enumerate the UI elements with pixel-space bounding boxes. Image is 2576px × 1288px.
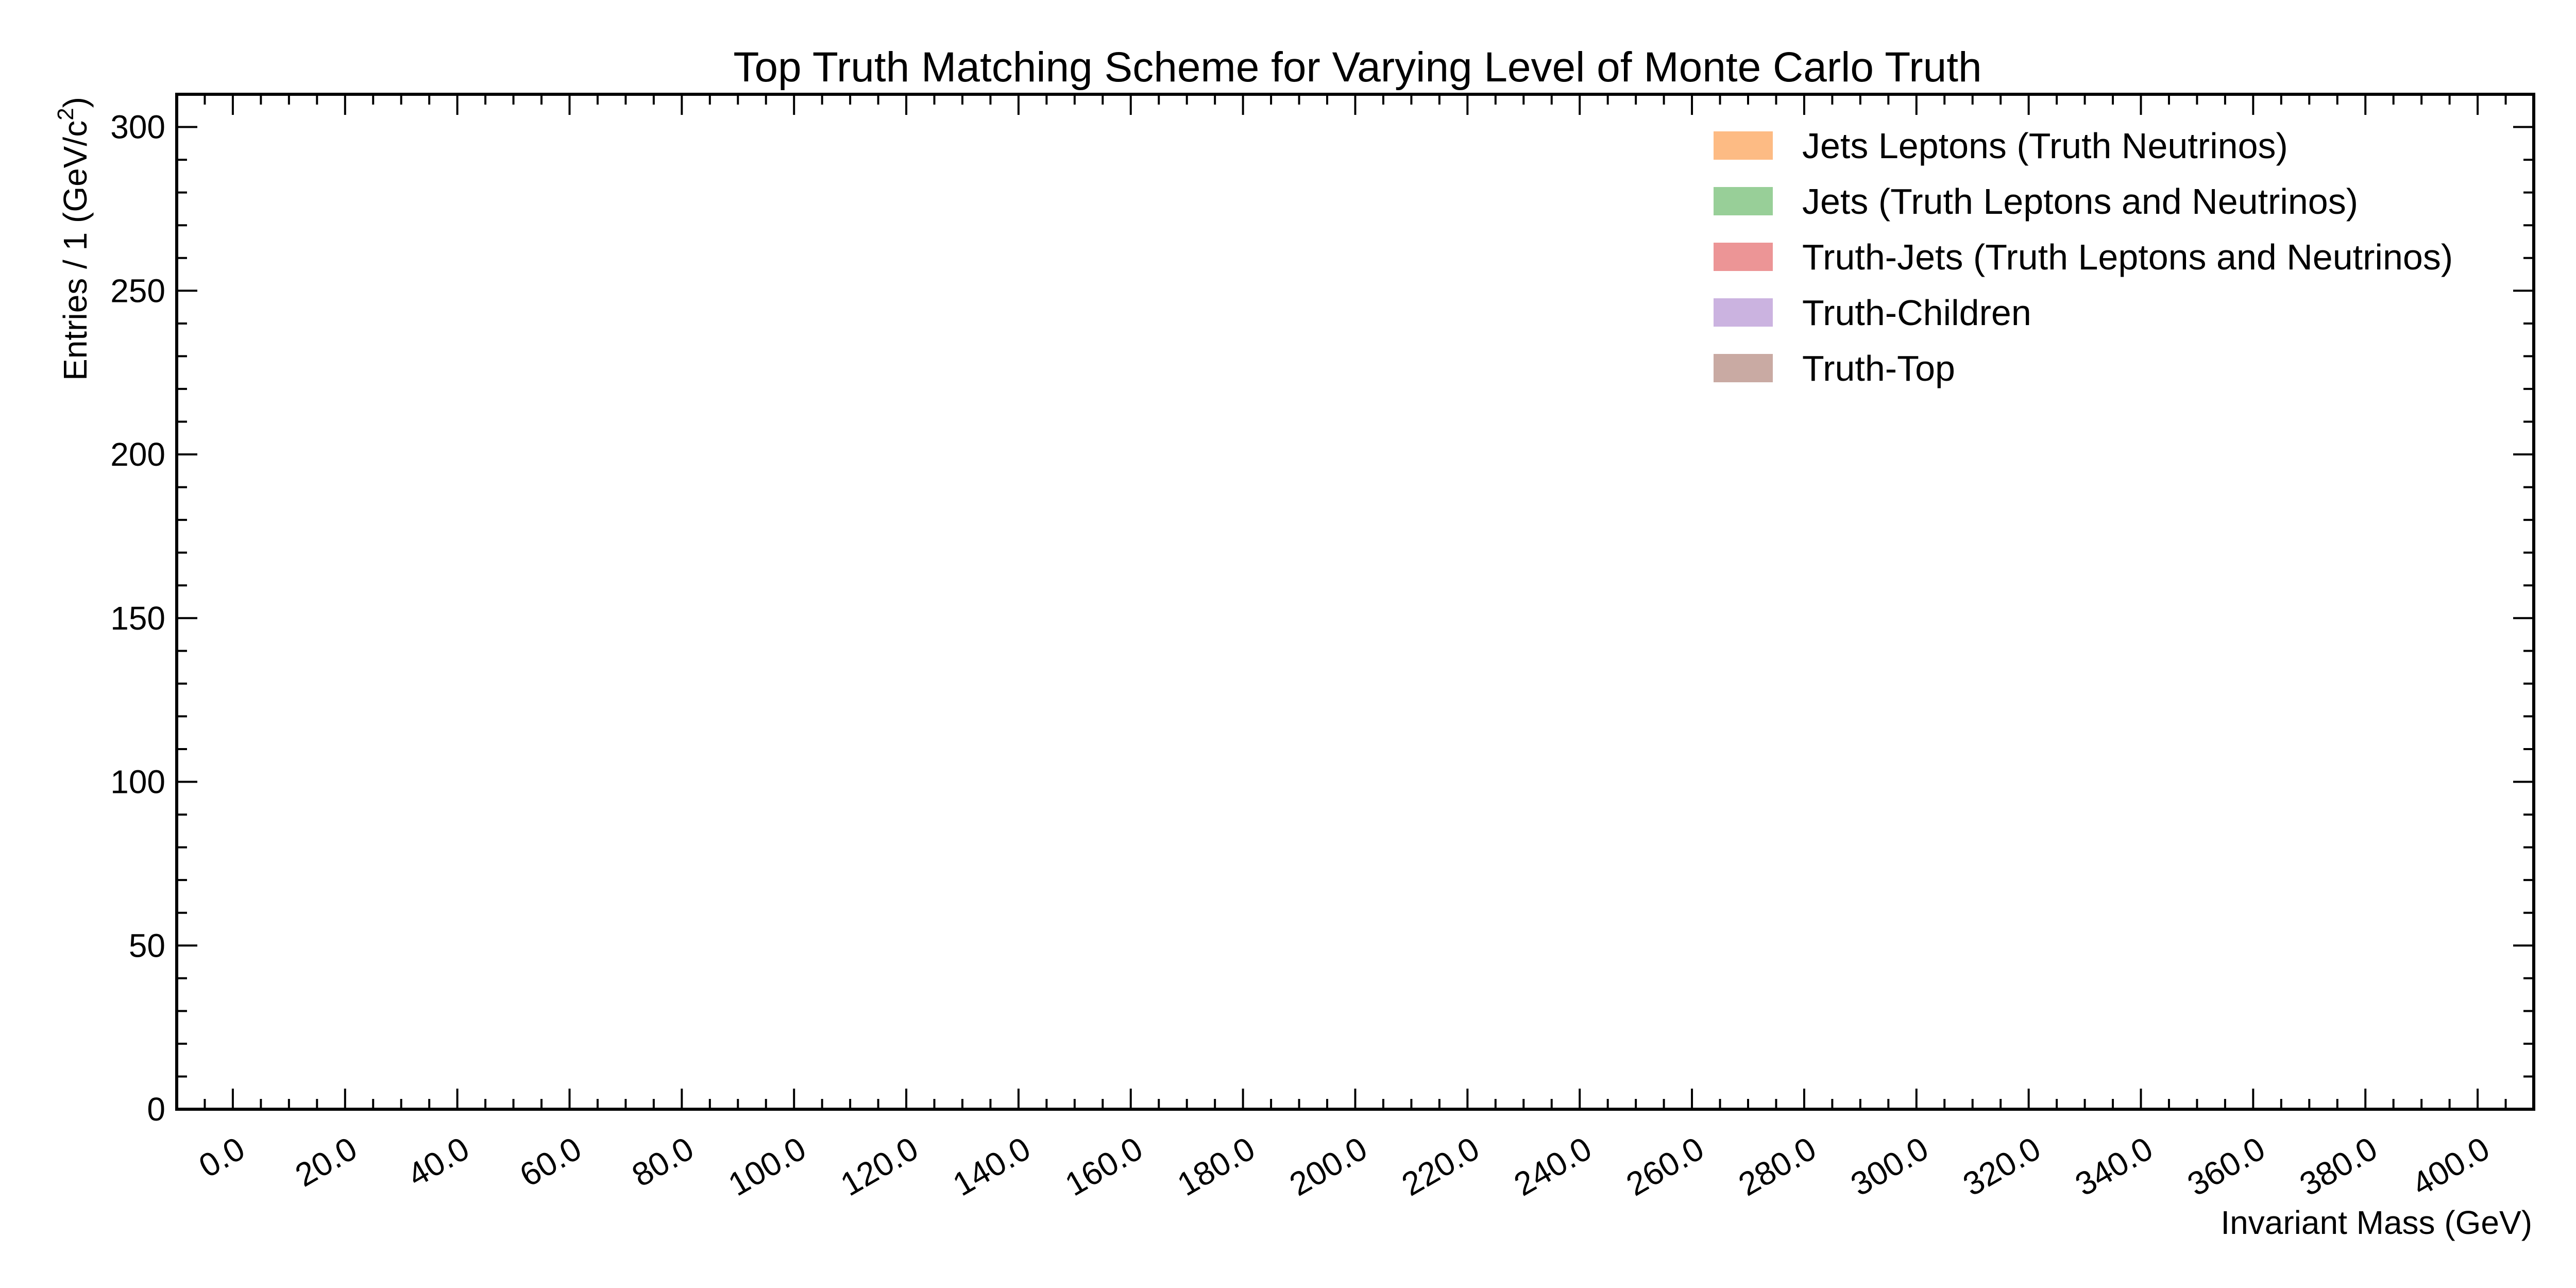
x-tick-label: 260.0 — [1620, 1130, 1710, 1203]
x-tick-label: 340.0 — [2069, 1130, 2159, 1203]
legend-label: Truth-Children — [1802, 293, 2031, 333]
legend-swatch — [1714, 354, 1773, 382]
y-tick-label: 300 — [110, 109, 165, 146]
y-tick-labels: 0 50 100 150 200 250 300 — [110, 109, 165, 1128]
x-tick-label: 20.0 — [289, 1130, 363, 1194]
x-tick-label: 0.0 — [193, 1130, 251, 1185]
x-tick-label: 160.0 — [1059, 1130, 1149, 1203]
legend-label: Truth-Top — [1802, 348, 1955, 388]
legend: Jets Leptons (Truth Neutrinos) Jets (Trut… — [1714, 126, 2453, 388]
y-axis-label-main: Entries / 1 (GeV/c — [57, 121, 94, 381]
axis-ticks — [177, 93, 2534, 1110]
legend-label: Jets Leptons (Truth Neutrinos) — [1802, 126, 2288, 166]
y-tick-label: 150 — [110, 600, 165, 637]
x-tick-label: 380.0 — [2294, 1130, 2384, 1203]
x-tick-label: 40.0 — [401, 1130, 476, 1194]
x-tick-label: 140.0 — [946, 1130, 1037, 1203]
legend-swatch — [1714, 187, 1773, 215]
x-tick-labels: 0.0 20.0 40.0 60.0 80.0 100.0 120.0 140.0 160.0 1… — [193, 1130, 2496, 1203]
x-tick-label: 200.0 — [1283, 1130, 1374, 1203]
x-tick-label: 280.0 — [1732, 1130, 1822, 1203]
x-tick-label: 360.0 — [2181, 1130, 2272, 1203]
x-tick-label: 180.0 — [1171, 1130, 1261, 1203]
legend-swatch — [1714, 243, 1773, 271]
x-tick-label: 220.0 — [1396, 1130, 1486, 1203]
legend-label: Jets (Truth Leptons and Neutrinos) — [1802, 181, 2358, 222]
y-tick-label: 100 — [110, 764, 165, 801]
legend-label: Truth-Jets (Truth Leptons and Neutrinos) — [1802, 237, 2453, 277]
legend-swatch — [1714, 298, 1773, 327]
y-tick-label: 50 — [129, 927, 165, 964]
x-axis-label: Invariant Mass (GeV) — [2221, 1204, 2532, 1241]
x-tick-label: 240.0 — [1508, 1130, 1598, 1203]
y-tick-label: 200 — [110, 436, 165, 473]
x-tick-label: 320.0 — [1957, 1130, 2047, 1203]
y-tick-label: 0 — [147, 1091, 165, 1128]
y-axis-label-sup: 2 — [53, 108, 78, 120]
y-axis-label: Entries / 1 (GeV/c2) — [53, 97, 94, 381]
x-tick-label: 80.0 — [625, 1130, 700, 1194]
x-tick-label: 60.0 — [514, 1130, 588, 1194]
x-tick-label: 300.0 — [1844, 1130, 1935, 1203]
x-tick-label: 400.0 — [2405, 1130, 2496, 1203]
chart-title: Top Truth Matching Scheme for Varying Le… — [733, 44, 1981, 91]
legend-swatch — [1714, 131, 1773, 160]
x-tick-label: 100.0 — [722, 1130, 812, 1203]
x-tick-label: 120.0 — [834, 1130, 924, 1203]
y-tick-label: 250 — [110, 272, 165, 309]
y-axis-label-end: ) — [57, 97, 94, 108]
